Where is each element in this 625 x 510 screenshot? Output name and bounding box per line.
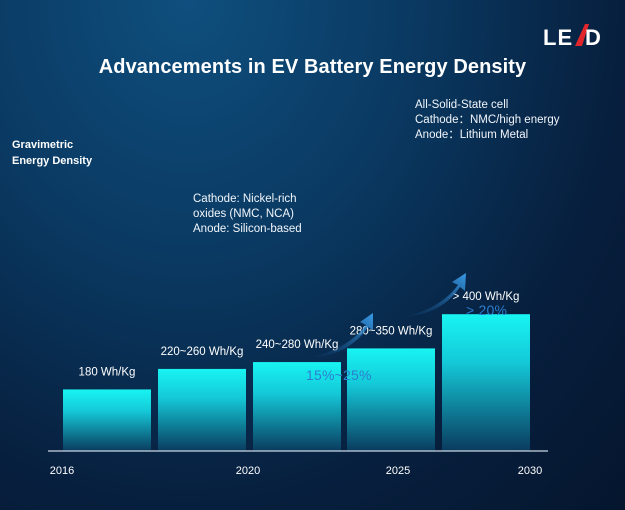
- bar-value-label: > 400 Wh/Kg: [453, 291, 520, 303]
- bar-2: [158, 368, 246, 451]
- lead-logo-mark: LE D: [543, 24, 601, 50]
- x-tick-label: 2030: [518, 465, 542, 477]
- bar-3: [253, 362, 341, 451]
- y-axis-label-line-1: Gravimetric: [12, 139, 74, 151]
- solid-state-note: All-Solid-State cell Cathode：NMC/high en…: [415, 98, 559, 143]
- growth-arrow-1: [312, 313, 373, 357]
- note-line: Anode: Silicon-based: [193, 223, 302, 235]
- x-tick-label: 2025: [386, 465, 410, 477]
- x-ticks-layer: 2016 2020 2025 2030: [50, 465, 542, 477]
- svg-text:LE: LE: [543, 25, 573, 50]
- svg-text:D: D: [585, 25, 601, 50]
- y-axis-label-line-2: Energy Density: [12, 155, 93, 167]
- bar-4: [347, 348, 435, 451]
- note-line: Cathode: Nickel-rich: [193, 193, 297, 205]
- bar-1: [63, 389, 151, 451]
- page-title: Advancements in EV Battery Energy Densit…: [98, 56, 527, 78]
- bar-5: [442, 314, 530, 451]
- lead-logo: LE D: [542, 18, 608, 50]
- bars-layer: [63, 314, 530, 451]
- bar-value-label: 220~260 Wh/Kg: [161, 346, 244, 358]
- y-axis-label: Gravimetric Energy Density: [12, 137, 122, 169]
- bar-value-label: 280~350 Wh/Kg: [350, 325, 433, 337]
- growth-arrow-2: [405, 273, 466, 316]
- growth-label-2: > 20%: [466, 302, 508, 318]
- bar-value-label: 180 Wh/Kg: [79, 366, 136, 378]
- growth-label-1: 15%~25%: [306, 367, 372, 383]
- bar-value-label: 240~280 Wh/Kg: [256, 339, 339, 351]
- note-line: oxides (NMC, NCA): [193, 208, 294, 220]
- x-tick-label: 2020: [236, 465, 260, 477]
- note-line: Anode：Lithium Metal: [415, 129, 529, 141]
- x-tick-label: 2016: [50, 465, 74, 477]
- bar-labels-layer: 180 Wh/Kg 220~260 Wh/Kg 240~280 Wh/Kg 280~3…: [79, 291, 520, 378]
- note-line: All-Solid-State cell: [415, 99, 509, 111]
- silicon-anode-note: Cathode: Nickel-rich oxides (NMC, NCA) A…: [193, 192, 302, 237]
- note-line: Cathode：NMC/high energy: [415, 114, 560, 126]
